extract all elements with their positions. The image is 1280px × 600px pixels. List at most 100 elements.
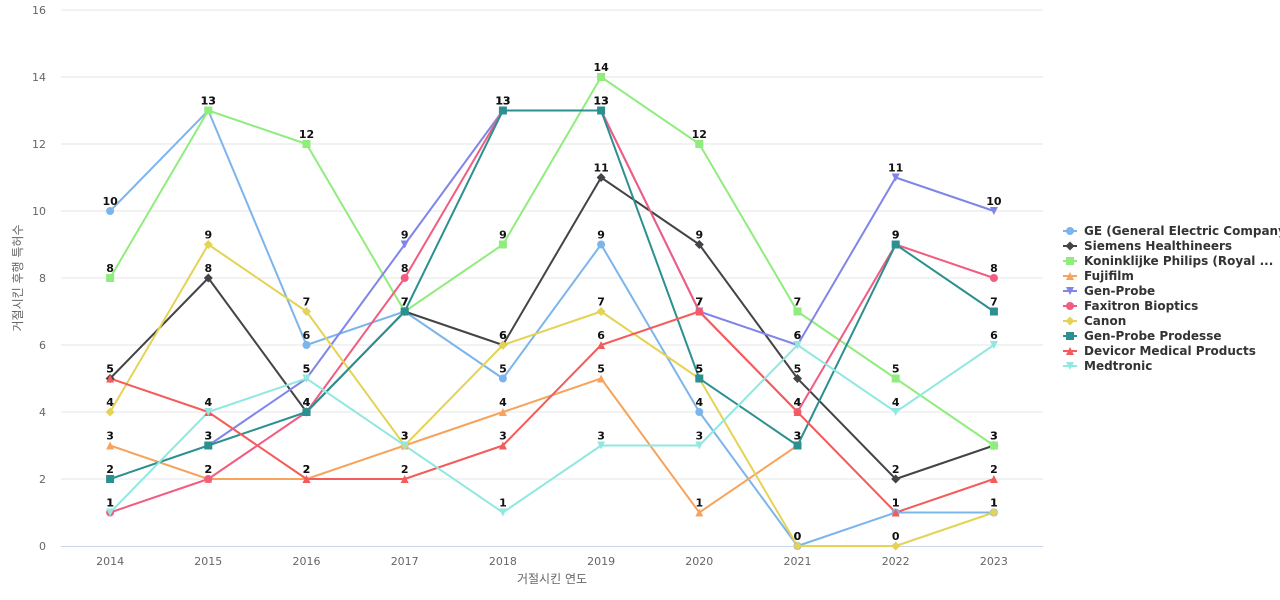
data-point xyxy=(498,106,507,115)
data-label: 4 xyxy=(106,396,114,409)
data-point xyxy=(596,307,606,316)
data-point xyxy=(793,441,802,450)
data-label: 6 xyxy=(794,329,802,342)
x-axis-title: 거절시킨 연도 xyxy=(517,572,587,586)
legend-item[interactable]: Fujifilm xyxy=(1063,269,1134,283)
data-label: 4 xyxy=(794,396,802,409)
x-tick-label: 2017 xyxy=(391,555,419,568)
legend-item[interactable]: Devicor Medical Products xyxy=(1063,344,1256,358)
data-point xyxy=(597,106,606,115)
data-label: 13 xyxy=(495,95,510,108)
data-point xyxy=(203,273,213,283)
x-tick-label: 2015 xyxy=(194,555,222,568)
data-label: 2 xyxy=(204,463,212,476)
data-label: 13 xyxy=(495,95,510,108)
data-label: 7 xyxy=(695,296,703,309)
legend-label: Siemens Healthineers xyxy=(1084,239,1232,253)
legend-label: Fujifilm xyxy=(1084,269,1134,283)
data-point xyxy=(695,374,704,383)
data-label: 5 xyxy=(695,363,703,376)
data-point xyxy=(695,307,704,316)
data-point xyxy=(989,341,998,349)
legend-item[interactable]: Gen-Probe xyxy=(1063,284,1155,298)
legend-marker-icon xyxy=(1066,362,1074,370)
legend-item[interactable]: Koninklijke Philips (Royal ... xyxy=(1063,254,1273,268)
data-label: 7 xyxy=(401,296,409,309)
series-markers xyxy=(105,73,999,551)
data-label: 3 xyxy=(695,430,703,443)
data-label: 8 xyxy=(990,262,998,275)
legend-marker-icon xyxy=(1066,332,1074,340)
data-label: 13 xyxy=(495,95,510,108)
data-point xyxy=(105,407,115,417)
data-point xyxy=(106,441,115,450)
legend-item[interactable]: Gen-Probe Prodesse xyxy=(1063,329,1221,343)
data-label: 5 xyxy=(794,363,802,376)
data-label: 6 xyxy=(990,329,998,342)
data-point xyxy=(400,475,409,483)
data-label: 1 xyxy=(990,497,998,510)
legend-item[interactable]: Medtronic xyxy=(1063,359,1152,373)
legend-marker-icon xyxy=(1066,302,1074,310)
data-label: 3 xyxy=(204,430,212,443)
legend-marker-icon xyxy=(1066,287,1074,295)
legend-item[interactable]: Faxitron Bioptics xyxy=(1063,299,1198,313)
data-label: 8 xyxy=(204,262,212,275)
data-point xyxy=(204,106,213,115)
data-point xyxy=(597,341,606,349)
data-point xyxy=(106,508,115,517)
data-point xyxy=(989,508,999,517)
legend-marker-icon xyxy=(1065,316,1075,326)
data-label: 10 xyxy=(986,195,1002,208)
data-point xyxy=(596,173,606,182)
x-tick-label: 2020 xyxy=(685,555,713,568)
data-label: 9 xyxy=(204,229,212,242)
data-label: 6 xyxy=(794,329,802,342)
legend-item[interactable]: GE (General Electric Company) xyxy=(1063,224,1280,238)
data-point xyxy=(204,441,213,450)
data-label: 7 xyxy=(990,296,998,309)
data-label: 3 xyxy=(204,430,212,443)
data-label: 9 xyxy=(499,229,507,242)
data-point xyxy=(498,374,507,383)
data-label: 7 xyxy=(597,296,605,309)
data-label: 12 xyxy=(299,128,314,141)
data-label: 2 xyxy=(106,463,114,476)
data-label: 4 xyxy=(204,396,212,409)
data-point xyxy=(498,240,507,249)
data-label: 9 xyxy=(892,229,900,242)
series-line-6 xyxy=(109,243,995,547)
data-label: 4 xyxy=(204,396,212,409)
data-label: 3 xyxy=(499,430,507,443)
data-label: 5 xyxy=(892,363,900,376)
data-label: 7 xyxy=(695,296,703,309)
data-point xyxy=(204,408,213,416)
data-label: 7 xyxy=(401,296,409,309)
data-label: 3 xyxy=(794,430,802,443)
data-label: 11 xyxy=(593,162,608,175)
data-label: 3 xyxy=(401,430,409,443)
legend-item[interactable]: Siemens Healthineers xyxy=(1063,239,1232,253)
data-label: 5 xyxy=(106,363,114,376)
data-label: 2 xyxy=(303,463,311,476)
data-point xyxy=(695,441,704,450)
data-point xyxy=(793,408,802,416)
x-tick-label: 2018 xyxy=(489,555,517,568)
data-point xyxy=(597,374,606,383)
data-label: 1 xyxy=(892,497,900,510)
legend-marker-icon xyxy=(1066,347,1074,355)
y-tick-label: 14 xyxy=(32,71,46,84)
data-point xyxy=(989,475,998,483)
legend-item[interactable]: Canon xyxy=(1063,314,1126,328)
data-point xyxy=(793,341,802,349)
data-point xyxy=(498,408,507,416)
series-line-0 xyxy=(109,109,995,547)
data-label: 7 xyxy=(794,296,802,309)
legend: GE (General Electric Company)Siemens Hea… xyxy=(1063,224,1280,373)
data-point xyxy=(695,508,704,517)
data-label: 5 xyxy=(303,363,311,376)
data-point xyxy=(302,140,311,148)
legend-label: Medtronic xyxy=(1084,359,1152,373)
data-label: 1 xyxy=(106,497,114,510)
